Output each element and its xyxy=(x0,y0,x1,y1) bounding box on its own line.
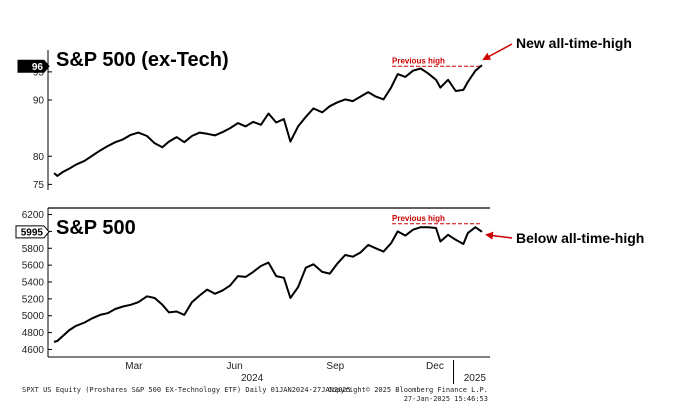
x-year-label: 2024 xyxy=(241,373,264,384)
top-annotation-label: New all-time-high xyxy=(516,35,632,51)
bottom-series-line xyxy=(53,226,483,343)
top-y-tick-label: 90 xyxy=(33,96,45,107)
bottom-panel-title: S&P 500 xyxy=(56,217,136,239)
top-previous-high-label: Previous high xyxy=(392,56,445,65)
bottom-last-value-label: 5995 xyxy=(21,227,44,238)
top-y-tick-label: 75 xyxy=(33,180,45,191)
x-month-label: Sep xyxy=(326,361,344,372)
bottom-annotation-label: Below all-time-high xyxy=(516,230,644,246)
top-annotation-arrow xyxy=(482,43,513,61)
bottom-annotation-arrow xyxy=(485,231,513,240)
x-month-label: Mar xyxy=(125,361,143,372)
x-axis-ticks: Mar Jun Sep Dec 2024 2025 xyxy=(125,360,486,384)
top-series-line xyxy=(53,64,483,177)
footer-source: SPXT US Equity (Proshares S&P 500 EX-Tec… xyxy=(22,386,351,394)
bottom-y-tick-label: 5200 xyxy=(22,294,45,305)
bottom-y-tick-label: 5600 xyxy=(22,261,45,272)
top-last-value-badge-shape xyxy=(17,59,50,73)
top-y-tick-label: 80 xyxy=(33,152,45,163)
x-month-label: Jun xyxy=(227,361,243,372)
bottom-last-value-badge-shape xyxy=(15,225,50,239)
bottom-y-tick-label: 5800 xyxy=(22,244,45,255)
bottom-y-tick-label: 5000 xyxy=(22,311,45,322)
top-last-value-badge: 96 xyxy=(17,59,50,73)
top-panel-title: S&P 500 (ex-Tech) xyxy=(56,49,229,71)
bottom-last-value-badge: 5995 xyxy=(15,225,50,239)
top-y-tick-label: 95 xyxy=(33,67,45,78)
x-month-label: Dec xyxy=(426,361,444,372)
footer-timestamp: 27-Jan-2025 15:46:53 xyxy=(404,395,488,403)
top-previous-high: Previous high xyxy=(392,56,482,67)
x-year-label: 2025 xyxy=(464,373,487,384)
footer-copyright: Copyright© 2025 Bloomberg Finance L.P. xyxy=(328,386,488,394)
bottom-y-tick-label: 5400 xyxy=(22,278,45,289)
top-last-value-label: 96 xyxy=(32,62,44,73)
bottom-y-tick-label: 4800 xyxy=(22,328,45,339)
bottom-previous-high: Previous high xyxy=(392,214,482,225)
bottom-previous-high-label: Previous high xyxy=(392,214,445,223)
bottom-y-tick-label: 4600 xyxy=(22,345,45,356)
bottom-y-tick-label: 6200 xyxy=(22,210,45,221)
top-y-axis-ticks: 75 80 90 95 xyxy=(33,67,52,191)
